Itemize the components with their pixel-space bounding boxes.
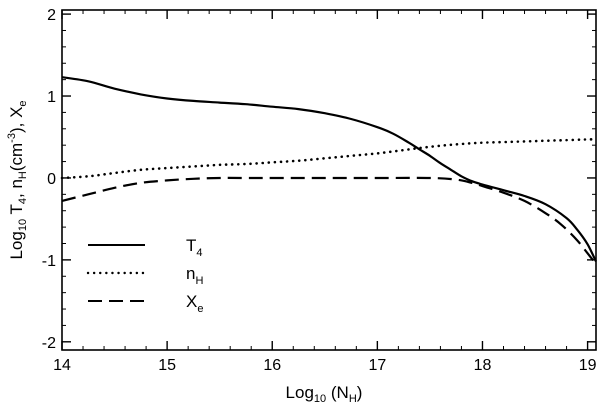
legend-label-t4: T4 [186,236,203,259]
series-line-t4 [61,76,597,262]
y-axis-title: Log10 T4, nH(cm-3), Xe [6,100,29,259]
x-tick-label: 17 [368,357,386,374]
y-tick-label: 2 [47,7,56,24]
series-line-xe [61,176,597,265]
legend-label-xe: Xe [186,292,203,315]
series-lines [60,76,598,265]
x-tick-label: 19 [579,357,597,374]
y-tick-label: 0 [47,171,56,188]
y-tick-label: -2 [42,335,56,352]
legend-label-nh: nH [186,264,203,287]
x-tick-label: 18 [474,357,492,374]
x-tick-label: 15 [158,357,176,374]
legend: T4 nH Xe [86,236,203,315]
axis-ticks: 14 15 16 17 18 19 -2 -1 0 1 2 [42,7,597,374]
y-tick-label: -1 [42,253,56,270]
series-line-nh [60,138,598,180]
x-axis-title: Log10 (NH) [286,383,363,405]
plot-border [61,9,597,351]
x-tick-label: 14 [53,357,71,374]
x-tick-label: 16 [263,357,281,374]
y-tick-label: 1 [47,89,56,106]
plot-area [61,9,597,351]
